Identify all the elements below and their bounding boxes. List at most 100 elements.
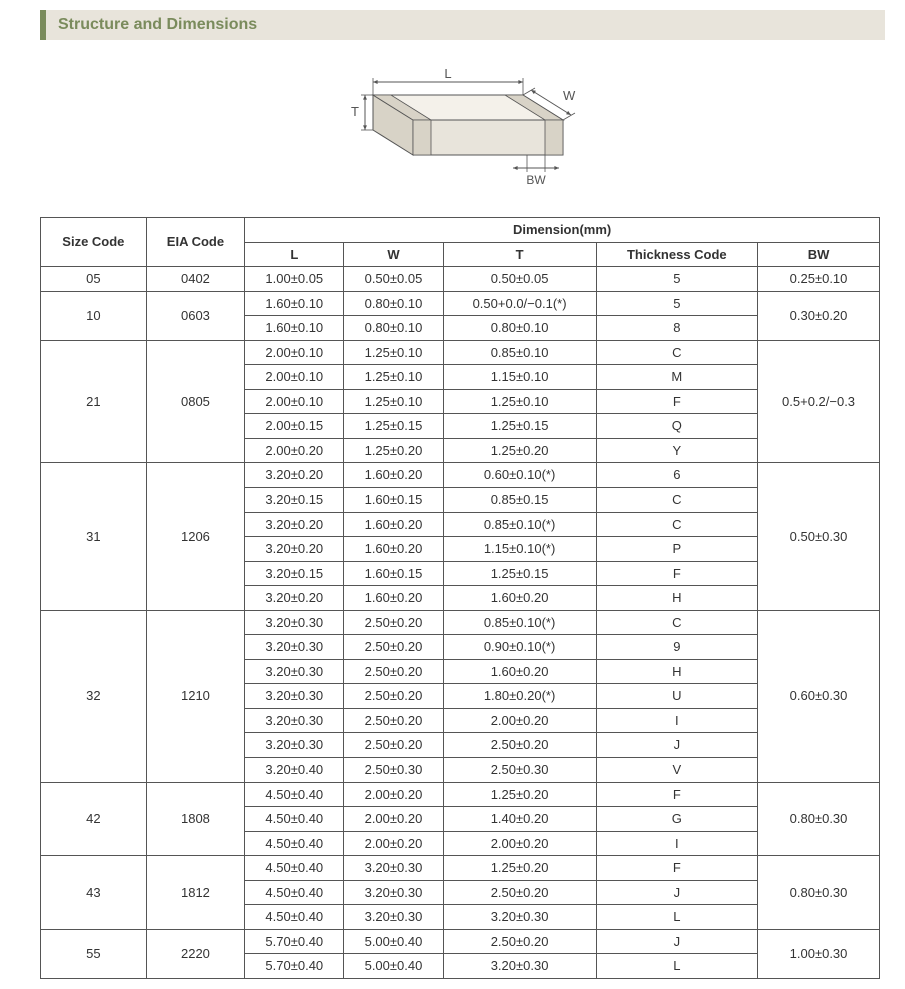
cell-tc: 9 <box>596 635 758 660</box>
cell-bw: 0.60±0.30 <box>758 610 880 782</box>
cell-w: 2.00±0.20 <box>344 782 443 807</box>
cell-tc: F <box>596 856 758 881</box>
cell-tc: C <box>596 512 758 537</box>
cell-l: 1.60±0.10 <box>245 291 344 316</box>
cell-l: 3.20±0.15 <box>245 561 344 586</box>
cell-tc: 5 <box>596 267 758 292</box>
cell-eia: 0805 <box>146 340 245 463</box>
cell-t: 0.85±0.15 <box>443 488 596 513</box>
cell-t: 0.80±0.10 <box>443 316 596 341</box>
cell-t: 1.60±0.20 <box>443 586 596 611</box>
cell-eia: 1210 <box>146 610 245 782</box>
cell-w: 3.20±0.30 <box>344 880 443 905</box>
cell-t: 0.60±0.10(*) <box>443 463 596 488</box>
cell-size: 32 <box>41 610 147 782</box>
cell-w: 2.50±0.20 <box>344 733 443 758</box>
cell-t: 1.15±0.10(*) <box>443 537 596 562</box>
cell-l: 2.00±0.15 <box>245 414 344 439</box>
cell-t: 0.85±0.10(*) <box>443 610 596 635</box>
cell-t: 1.15±0.10 <box>443 365 596 390</box>
cell-t: 2.00±0.20 <box>443 831 596 856</box>
th-dimension: Dimension(mm) <box>245 218 880 243</box>
cell-w: 0.50±0.05 <box>344 267 443 292</box>
cell-w: 1.60±0.20 <box>344 537 443 562</box>
cell-tc: H <box>596 586 758 611</box>
cell-t: 1.25±0.20 <box>443 438 596 463</box>
cell-l: 2.00±0.10 <box>245 389 344 414</box>
cell-size: 10 <box>41 291 147 340</box>
table-row: 1006031.60±0.100.80±0.100.50+0.0/−0.1(*)… <box>41 291 880 316</box>
cell-l: 4.50±0.40 <box>245 880 344 905</box>
table-row: 0504021.00±0.050.50±0.050.50±0.0550.25±0… <box>41 267 880 292</box>
cell-l: 3.20±0.30 <box>245 708 344 733</box>
cell-tc: F <box>596 561 758 586</box>
cell-t: 0.85±0.10(*) <box>443 512 596 537</box>
cell-w: 2.50±0.20 <box>344 684 443 709</box>
component-diagram: LWTBW <box>0 50 905 205</box>
cell-t: 0.90±0.10(*) <box>443 635 596 660</box>
section-title-bar: Structure and Dimensions <box>40 10 885 40</box>
cell-tc: L <box>596 905 758 930</box>
cell-t: 1.40±0.20 <box>443 807 596 832</box>
cell-t: 0.50±0.05 <box>443 267 596 292</box>
cell-l: 4.50±0.40 <box>245 905 344 930</box>
cell-t: 3.20±0.30 <box>443 954 596 979</box>
cell-l: 2.00±0.10 <box>245 340 344 365</box>
cell-tc: G <box>596 807 758 832</box>
cell-tc: C <box>596 340 758 365</box>
cell-size: 31 <box>41 463 147 610</box>
cell-t: 1.25±0.20 <box>443 782 596 807</box>
cell-tc: 5 <box>596 291 758 316</box>
th-l: L <box>245 242 344 267</box>
cell-eia: 2220 <box>146 929 245 978</box>
cell-w: 1.25±0.10 <box>344 365 443 390</box>
cell-w: 5.00±0.40 <box>344 929 443 954</box>
cell-w: 3.20±0.30 <box>344 905 443 930</box>
cell-t: 1.25±0.15 <box>443 561 596 586</box>
cell-t: 2.50±0.20 <box>443 880 596 905</box>
cell-w: 0.80±0.10 <box>344 316 443 341</box>
cell-t: 3.20±0.30 <box>443 905 596 930</box>
cell-w: 2.50±0.20 <box>344 708 443 733</box>
cell-w: 2.00±0.20 <box>344 807 443 832</box>
cell-bw: 0.5+0.2/−0.3 <box>758 340 880 463</box>
cell-t: 2.00±0.20 <box>443 708 596 733</box>
cell-l: 3.20±0.30 <box>245 610 344 635</box>
cell-w: 2.50±0.20 <box>344 659 443 684</box>
section-title: Structure and Dimensions <box>58 16 257 33</box>
cell-bw: 0.80±0.30 <box>758 856 880 930</box>
cell-t: 2.50±0.20 <box>443 733 596 758</box>
cell-tc: H <box>596 659 758 684</box>
cell-w: 1.60±0.15 <box>344 488 443 513</box>
cell-l: 4.50±0.40 <box>245 807 344 832</box>
cell-size: 21 <box>41 340 147 463</box>
cell-l: 3.20±0.15 <box>245 488 344 513</box>
cell-size: 55 <box>41 929 147 978</box>
cell-l: 1.60±0.10 <box>245 316 344 341</box>
cell-w: 1.25±0.10 <box>344 389 443 414</box>
svg-text:T: T <box>351 104 359 119</box>
cell-l: 4.50±0.40 <box>245 856 344 881</box>
cell-l: 3.20±0.20 <box>245 512 344 537</box>
cell-w: 1.60±0.15 <box>344 561 443 586</box>
th-t: T <box>443 242 596 267</box>
cell-l: 4.50±0.40 <box>245 782 344 807</box>
cell-bw: 0.25±0.10 <box>758 267 880 292</box>
dimensions-tbody: 0504021.00±0.050.50±0.050.50±0.0550.25±0… <box>41 267 880 979</box>
table-row: 3112063.20±0.201.60±0.200.60±0.10(*)60.5… <box>41 463 880 488</box>
cell-w: 1.25±0.15 <box>344 414 443 439</box>
svg-text:W: W <box>563 88 576 103</box>
cell-t: 1.25±0.15 <box>443 414 596 439</box>
table-row: 3212103.20±0.302.50±0.200.85±0.10(*)C0.6… <box>41 610 880 635</box>
cell-l: 3.20±0.30 <box>245 635 344 660</box>
cell-tc: C <box>596 488 758 513</box>
cell-size: 43 <box>41 856 147 930</box>
cell-w: 1.60±0.20 <box>344 512 443 537</box>
cell-w: 2.50±0.20 <box>344 635 443 660</box>
cell-w: 0.80±0.10 <box>344 291 443 316</box>
th-w: W <box>344 242 443 267</box>
cell-t: 1.25±0.10 <box>443 389 596 414</box>
cell-w: 2.50±0.20 <box>344 610 443 635</box>
cell-l: 1.00±0.05 <box>245 267 344 292</box>
th-bw: BW <box>758 242 880 267</box>
